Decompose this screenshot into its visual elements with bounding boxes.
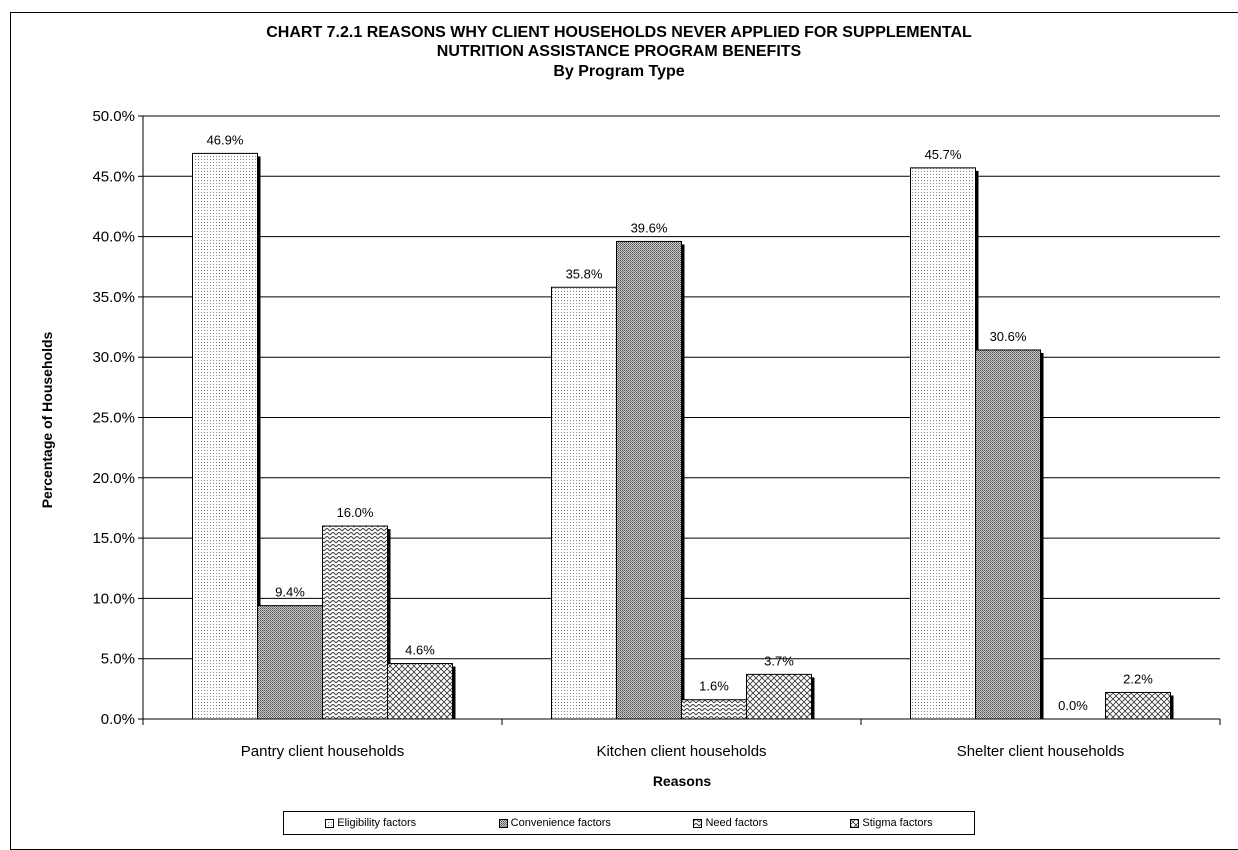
data-label: 16.0% [337, 505, 374, 520]
legend-item: Eligibility factors [325, 817, 416, 829]
y-tick-label: 5.0% [101, 651, 135, 668]
y-tick-label: 20.0% [92, 470, 135, 487]
data-label: 4.6% [405, 643, 435, 658]
bar [257, 605, 323, 720]
legend-swatch [498, 818, 508, 828]
data-label: 1.6% [699, 679, 729, 694]
data-label: 30.6% [990, 329, 1027, 344]
data-label: 45.7% [925, 147, 962, 162]
y-tick-label: 0.0% [101, 711, 135, 728]
bar [387, 663, 453, 720]
data-label: 39.6% [631, 220, 668, 235]
legend-label: Stigma factors [862, 817, 933, 829]
y-tick-label: 40.0% [92, 229, 135, 246]
bar [681, 699, 747, 720]
x-category-label: Pantry client households [241, 743, 404, 760]
bar [322, 525, 388, 720]
legend-swatch [325, 818, 335, 828]
y-tick-label: 45.0% [92, 168, 135, 185]
bar [616, 240, 682, 720]
chart-title: CHART 7.2.1 REASONS WHY CLIENT HOUSEHOLD… [266, 24, 972, 41]
data-label: 9.4% [275, 585, 305, 600]
legend-label: Need factors [705, 817, 768, 829]
data-label: 46.9% [207, 132, 244, 147]
legend-item: Need factors [693, 817, 768, 829]
y-tick-label: 15.0% [92, 530, 135, 547]
bar [975, 349, 1041, 720]
y-tick-label: 25.0% [92, 410, 135, 427]
x-category-label: Shelter client households [957, 743, 1125, 760]
legend: Eligibility factors Convenience factors Ne… [283, 811, 975, 835]
data-label: 2.2% [1123, 671, 1153, 686]
y-axis-label: Percentage of Households [39, 331, 55, 508]
chart-subtitle: By Program Type [553, 63, 685, 80]
chart-title-line2: NUTRITION ASSISTANCE PROGRAM BENEFITS [436, 43, 802, 60]
data-label: 3.7% [764, 653, 794, 668]
bar [746, 673, 812, 720]
x-axis-label: Reasons [653, 773, 712, 789]
data-label: 0.0% [1058, 698, 1088, 713]
bar [192, 152, 258, 720]
legend-swatch [850, 818, 860, 828]
legend-item: Stigma factors [850, 817, 933, 829]
legend-label: Convenience factors [510, 817, 611, 829]
data-label: 35.8% [566, 266, 603, 281]
bar [1105, 691, 1171, 720]
bar [910, 167, 976, 720]
y-tick-label: 10.0% [92, 590, 135, 607]
y-tick-label: 50.0% [92, 108, 135, 125]
x-category-label: Kitchen client households [596, 743, 766, 760]
legend-item: Convenience factors [498, 817, 611, 829]
y-tick-label: 30.0% [92, 349, 135, 366]
bar [551, 286, 617, 720]
y-tick-label: 35.0% [92, 289, 135, 306]
legend-swatch [693, 818, 703, 828]
legend-label: Eligibility factors [337, 817, 417, 829]
